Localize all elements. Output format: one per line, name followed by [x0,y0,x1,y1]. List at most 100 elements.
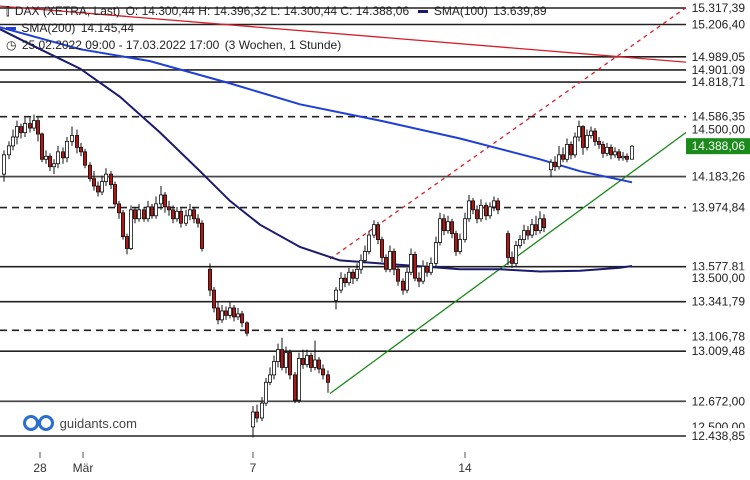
candle-body [88,164,93,180]
candle-body [433,242,438,264]
candle-body [371,224,376,236]
price-label-bg [686,48,750,65]
sma200-swatch [6,27,16,31]
candle-body [109,173,114,185]
candle-body [141,209,146,220]
candle-body [254,411,259,419]
price-tick-label: 14.901,09 [692,63,746,77]
candle-body [449,221,454,235]
candle-body [207,268,212,291]
candle-body [437,218,442,243]
candle-body [149,206,154,217]
candle-body [495,200,500,211]
candle-body [320,368,325,376]
candle-body [65,141,70,159]
candle-body [235,313,240,318]
sma100-swatch [418,10,429,14]
candle-body [613,151,618,156]
price-label-bg [686,343,750,360]
candle-body [491,200,496,208]
candle-body [354,268,359,279]
candle-body [395,268,400,282]
candle-body [170,209,175,220]
candle-body [453,233,458,252]
candle-body [538,218,543,232]
price-tick-label: 15.206,40 [692,18,746,32]
candle-body [231,307,236,318]
candle-body [117,203,122,214]
candle-body [518,239,523,246]
candle-body [52,163,57,168]
trend-line-red [0,5,750,69]
candle-body [18,126,23,133]
candle-body [128,209,133,249]
candle-body [553,161,558,168]
candle-body [470,200,475,211]
candle-body [44,155,49,160]
candle-body [312,359,317,368]
candle-body [625,155,630,160]
candle-body [474,209,479,220]
candle-body [187,209,192,217]
price-label-bg [686,270,750,287]
price-label-bg [686,0,750,16]
candle-body [379,239,384,258]
candle-body [79,146,84,153]
candle-body [573,136,578,156]
candle-body [325,374,330,383]
candle-body [136,209,141,220]
guidants-logo-text: guidants.com [59,415,137,431]
price-tick-label: 14.500,00 [692,123,746,137]
price-tick-label: 14.183,26 [692,170,746,184]
candle-body [308,355,313,368]
candle-body [304,355,309,365]
candle-body [61,151,66,159]
candle-body [267,374,272,383]
candle-body [174,210,179,220]
candle-body [412,254,417,279]
sma200-value: 14.145,44 [80,21,135,35]
x-tick-label: 14 [458,461,472,475]
candle-body [250,411,255,428]
candle-body [279,349,284,368]
candle-body [215,307,220,321]
candle-body [514,245,519,264]
price-label-bg [686,168,750,185]
candle-body [75,135,80,148]
candle-body [191,209,196,220]
candle-body [96,185,101,193]
candle-body [14,126,19,138]
price-label-bg [686,393,750,410]
price-label-bg [686,61,750,78]
price-tick-label: 12.438,85 [692,429,746,443]
sma100-label: SMA(100) [433,4,488,18]
candle-body [153,203,158,217]
candle-body [362,251,367,261]
candle-body [530,224,535,236]
price-label-bg [686,121,750,138]
candle-body [601,144,606,154]
price-label-bg [686,108,750,125]
candle-body [263,381,268,404]
candle-body [32,120,37,129]
candle-body [404,271,409,291]
candle-body [597,141,602,145]
candle-body [56,151,61,165]
candle-body [609,146,614,156]
candle-body [420,265,425,282]
candle-body [244,322,249,334]
candle-body [145,206,150,220]
candle-body [83,151,88,166]
candle-body [162,194,167,208]
ohlc-values: O: 14.300,44 H: 14.396,32 L: 14.300,44 C… [125,4,410,18]
candle-body [333,289,338,301]
current-price-box [686,138,750,155]
candle-body [581,126,586,148]
candle-body [292,374,297,401]
candle-body [223,310,228,316]
candle-body [199,222,204,249]
candle-body [113,184,118,205]
header-line-2: SMA(200) 14.145,44 [6,21,136,35]
candle-body [483,204,488,217]
